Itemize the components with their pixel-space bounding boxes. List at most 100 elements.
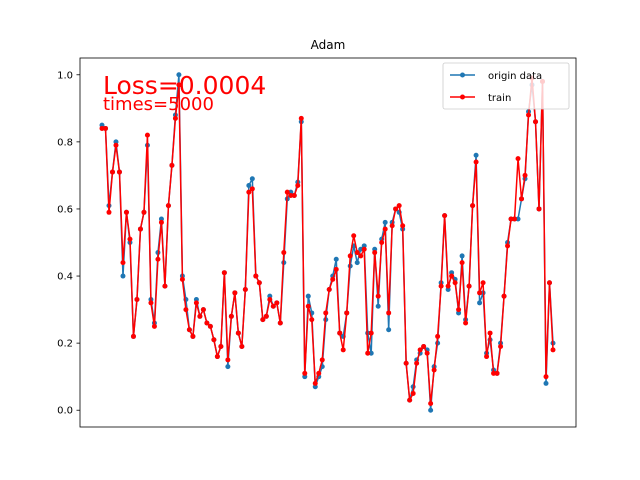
data-point — [127, 236, 133, 242]
data-point — [550, 347, 556, 353]
data-point — [358, 253, 364, 259]
data-point — [235, 330, 241, 336]
series-line — [102, 77, 554, 405]
data-point — [386, 327, 392, 333]
data-point — [109, 169, 115, 175]
data-point — [431, 367, 437, 373]
data-point — [368, 350, 374, 356]
data-point — [270, 303, 276, 309]
data-point — [106, 209, 112, 215]
data-point — [533, 119, 539, 125]
data-point — [459, 260, 465, 266]
data-point — [123, 209, 129, 215]
data-point — [225, 364, 231, 370]
data-point — [155, 256, 161, 262]
data-point — [333, 256, 339, 262]
y-axis: 0.0 0.2 0.4 0.6 0.8 1.0 — [57, 70, 80, 417]
data-point — [382, 219, 388, 225]
data-point — [305, 303, 311, 309]
data-point — [449, 273, 455, 279]
data-point — [421, 343, 427, 349]
data-point — [473, 152, 479, 158]
data-point — [134, 297, 140, 303]
data-point — [473, 159, 479, 165]
data-point — [382, 226, 388, 232]
data-point — [137, 226, 143, 232]
data-point — [358, 246, 364, 252]
data-point — [148, 300, 154, 306]
data-point — [221, 270, 227, 276]
data-point — [389, 223, 395, 229]
data-point — [214, 354, 220, 360]
data-point — [176, 82, 182, 88]
data-point — [515, 216, 521, 222]
data-point — [169, 162, 175, 168]
data-point — [284, 189, 290, 195]
data-point — [344, 310, 350, 316]
data-point — [515, 156, 521, 162]
data-point — [526, 112, 532, 118]
data-point — [249, 186, 255, 192]
data-point — [354, 250, 360, 256]
data-point — [477, 300, 483, 306]
y-tick-label: 0.0 — [57, 406, 73, 417]
data-point — [480, 280, 486, 286]
data-point — [466, 283, 472, 289]
data-point — [396, 203, 402, 209]
data-point — [501, 293, 507, 299]
data-point — [522, 172, 528, 178]
data-point — [365, 350, 371, 356]
data-point — [113, 142, 119, 148]
data-point — [400, 223, 406, 229]
data-point — [225, 357, 231, 363]
data-point — [543, 380, 549, 386]
data-point — [361, 246, 367, 252]
data-point — [512, 216, 518, 222]
data-point — [256, 280, 262, 286]
data-point — [193, 300, 199, 306]
y-tick-label: 0.4 — [57, 272, 73, 283]
series-train — [99, 75, 556, 407]
data-point — [298, 115, 304, 121]
y-tick-label: 0.8 — [57, 137, 73, 148]
data-point — [190, 333, 196, 339]
data-point — [260, 317, 266, 323]
data-point — [424, 350, 430, 356]
data-point — [494, 370, 500, 376]
data-point — [519, 196, 525, 202]
data-point — [323, 310, 329, 316]
data-point — [456, 307, 462, 313]
data-point — [536, 206, 542, 212]
data-point — [165, 203, 171, 209]
data-point — [319, 357, 325, 363]
data-point — [484, 354, 490, 360]
data-point — [326, 286, 332, 292]
data-point — [445, 283, 451, 289]
legend-marker-origin-data — [460, 72, 465, 78]
loss-annotation: Loss=0.0004 — [103, 71, 266, 100]
times-annotation: times=5000 — [103, 94, 214, 115]
data-point — [228, 313, 234, 319]
data-point — [438, 283, 444, 289]
data-point — [508, 216, 514, 222]
data-point — [141, 209, 147, 215]
data-point — [505, 243, 511, 249]
legend: origin data train — [442, 62, 570, 110]
data-point — [491, 370, 497, 376]
data-point — [116, 169, 122, 175]
data-point — [410, 390, 416, 396]
data-point — [487, 330, 493, 336]
data-point — [242, 286, 248, 292]
data-point — [407, 397, 413, 403]
data-point — [295, 182, 301, 188]
data-point — [144, 132, 150, 138]
data-point — [103, 125, 108, 131]
data-point — [200, 307, 206, 313]
data-point — [249, 176, 255, 182]
data-point — [239, 343, 245, 349]
data-point — [417, 347, 423, 353]
data-point — [253, 273, 259, 279]
data-point — [183, 307, 189, 313]
data-point — [470, 203, 476, 209]
data-point — [274, 300, 280, 306]
